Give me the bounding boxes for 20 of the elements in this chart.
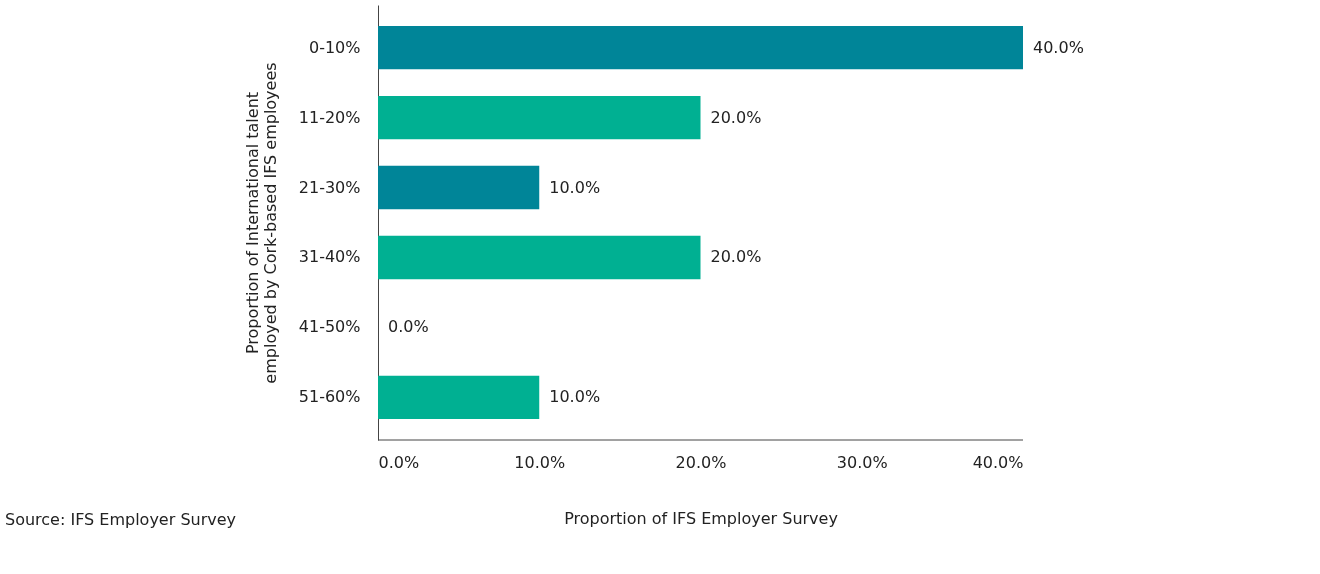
y-tick-label: 21-30%	[298, 177, 361, 197]
x-axis-title: Proportion of IFS Employer Survey	[564, 508, 838, 528]
y-tick-label: 11-20%	[298, 107, 361, 127]
source-note: Source: IFS Employer Survey	[5, 510, 237, 529]
x-tick-label: 0.0%	[378, 452, 420, 472]
data-label: 0.0%	[388, 317, 429, 337]
data-label: 20.0%	[710, 107, 762, 127]
y-axis-title: Proportion of International talent employed by Cork-based IFS employees	[242, 62, 280, 384]
y-tick-label: 51-60%	[298, 387, 361, 407]
data-label: 10.0%	[549, 177, 601, 197]
data-label: 10.0%	[549, 387, 601, 407]
y-tick-label: 0-10%	[308, 37, 361, 57]
x-tick-label: 20.0%	[675, 452, 727, 472]
data-label: 20.0%	[710, 247, 762, 267]
y-tick-label: 41-50%	[298, 317, 361, 337]
y-tick-label: 31-40%	[298, 247, 361, 267]
x-tick-label: 30.0%	[836, 452, 888, 472]
x-tick-label: 40.0%	[972, 452, 1024, 472]
data-label: 40.0%	[1033, 37, 1084, 57]
x-tick-label: 10.0%	[514, 452, 566, 472]
